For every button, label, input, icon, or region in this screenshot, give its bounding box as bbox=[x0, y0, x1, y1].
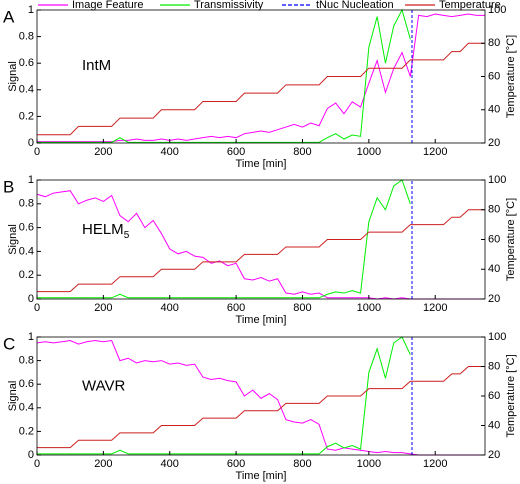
y2-tick-label: 100 bbox=[488, 4, 506, 16]
plot-frame bbox=[36, 179, 486, 300]
y2-tick-label: 40 bbox=[488, 263, 500, 275]
y-tick-label: 1 bbox=[28, 4, 34, 16]
y-axis-label: Signal bbox=[7, 224, 19, 255]
series-line bbox=[36, 339, 485, 456]
x-tick-label: 1200 bbox=[423, 458, 447, 470]
y2-tick-label: 20 bbox=[488, 137, 500, 149]
y2-tick-label: 60 bbox=[488, 390, 500, 402]
y-tick-label: 0 bbox=[28, 293, 34, 305]
x-tick-label: 600 bbox=[227, 302, 245, 314]
x-tick-label: 1000 bbox=[357, 458, 381, 470]
x-tick-label: 1000 bbox=[357, 146, 381, 158]
panel-label: C bbox=[3, 334, 15, 353]
y2-tick-label: 60 bbox=[488, 70, 500, 82]
annotation-subscript: 5 bbox=[124, 230, 130, 241]
y2-tick-label: 60 bbox=[488, 233, 500, 245]
y2-tick-label: 20 bbox=[488, 293, 500, 305]
y2-tick-label: 40 bbox=[488, 104, 500, 116]
y2-tick-label: 20 bbox=[488, 449, 500, 461]
x-tick-label: 1200 bbox=[423, 146, 447, 158]
y2-tick-label: 40 bbox=[488, 419, 500, 431]
y-tick-label: 0.4 bbox=[19, 84, 34, 96]
legend-label: Transmissivity bbox=[194, 0, 264, 11]
plot-frame bbox=[36, 9, 486, 144]
y-axis-label: Signal bbox=[7, 381, 19, 412]
x-tick-label: 400 bbox=[161, 458, 179, 470]
series-line bbox=[37, 366, 485, 449]
x-tick-label: 0 bbox=[34, 146, 40, 158]
panel-annotation: IntM bbox=[82, 57, 111, 74]
x-tick-label: 400 bbox=[161, 302, 179, 314]
legend-label: Temperature bbox=[439, 0, 501, 11]
x-axis-label: Time [min] bbox=[236, 470, 287, 482]
series-line bbox=[37, 8, 411, 143]
x-tick-label: 200 bbox=[94, 458, 112, 470]
y2-axis-label: Temperature [°C] bbox=[505, 354, 517, 437]
panel-annotation: HELM5 bbox=[82, 221, 130, 241]
y-tick-label: 0.2 bbox=[19, 269, 34, 281]
y-tick-label: 0 bbox=[28, 137, 34, 149]
y-tick-label: 1 bbox=[28, 174, 34, 186]
x-tick-label: 200 bbox=[94, 302, 112, 314]
series-line bbox=[36, 190, 485, 300]
y2-tick-label: 80 bbox=[488, 204, 500, 216]
annotation-text: WAVR bbox=[82, 378, 125, 395]
y-axis-label: Signal bbox=[7, 61, 19, 92]
y-tick-label: 1 bbox=[28, 331, 34, 343]
x-axis-label: Time [min] bbox=[236, 158, 287, 170]
legend-label: Image Feature bbox=[72, 0, 144, 11]
series-line bbox=[37, 209, 485, 293]
y-tick-label: 0.6 bbox=[19, 57, 34, 69]
y-tick-label: 0.6 bbox=[19, 378, 34, 390]
x-tick-label: 0 bbox=[34, 458, 40, 470]
series-line bbox=[37, 336, 411, 455]
x-axis-label: Time [min] bbox=[236, 314, 287, 326]
y2-axis-label: Temperature [°C] bbox=[505, 35, 517, 118]
y-tick-label: 0.8 bbox=[19, 31, 34, 43]
y-tick-label: 0 bbox=[28, 449, 34, 461]
x-tick-label: 600 bbox=[227, 458, 245, 470]
y2-tick-label: 100 bbox=[488, 331, 506, 343]
y-tick-label: 0.8 bbox=[19, 198, 34, 210]
series-line bbox=[37, 179, 411, 299]
y2-axis-label: Temperature [°C] bbox=[505, 198, 517, 281]
y-tick-label: 0.4 bbox=[19, 245, 34, 257]
plot-frame bbox=[36, 336, 486, 456]
y2-tick-label: 80 bbox=[488, 37, 500, 49]
x-tick-label: 800 bbox=[293, 302, 311, 314]
x-tick-label: 800 bbox=[293, 146, 311, 158]
panel-label: A bbox=[3, 7, 15, 26]
annotation-text: HELM bbox=[82, 221, 124, 238]
y-tick-label: 0.2 bbox=[19, 110, 34, 122]
series-line bbox=[37, 13, 485, 143]
x-tick-label: 1200 bbox=[423, 302, 447, 314]
annotation-text: IntM bbox=[82, 57, 111, 74]
y2-tick-label: 80 bbox=[488, 360, 500, 372]
series-line bbox=[37, 42, 485, 136]
y-tick-label: 0.4 bbox=[19, 402, 34, 414]
panel-annotation: WAVR bbox=[82, 378, 125, 395]
y2-tick-label: 100 bbox=[488, 174, 506, 186]
x-tick-label: 600 bbox=[227, 146, 245, 158]
y-tick-label: 0.6 bbox=[19, 222, 34, 234]
x-tick-label: 400 bbox=[161, 146, 179, 158]
panel-label: B bbox=[3, 177, 14, 196]
x-tick-label: 0 bbox=[34, 302, 40, 314]
legend-label: tNuc Nucleation bbox=[316, 0, 394, 11]
x-tick-label: 200 bbox=[94, 146, 112, 158]
y-tick-label: 0.2 bbox=[19, 425, 34, 437]
x-tick-label: 1000 bbox=[357, 302, 381, 314]
x-tick-label: 800 bbox=[293, 458, 311, 470]
y-tick-label: 0.8 bbox=[19, 355, 34, 367]
